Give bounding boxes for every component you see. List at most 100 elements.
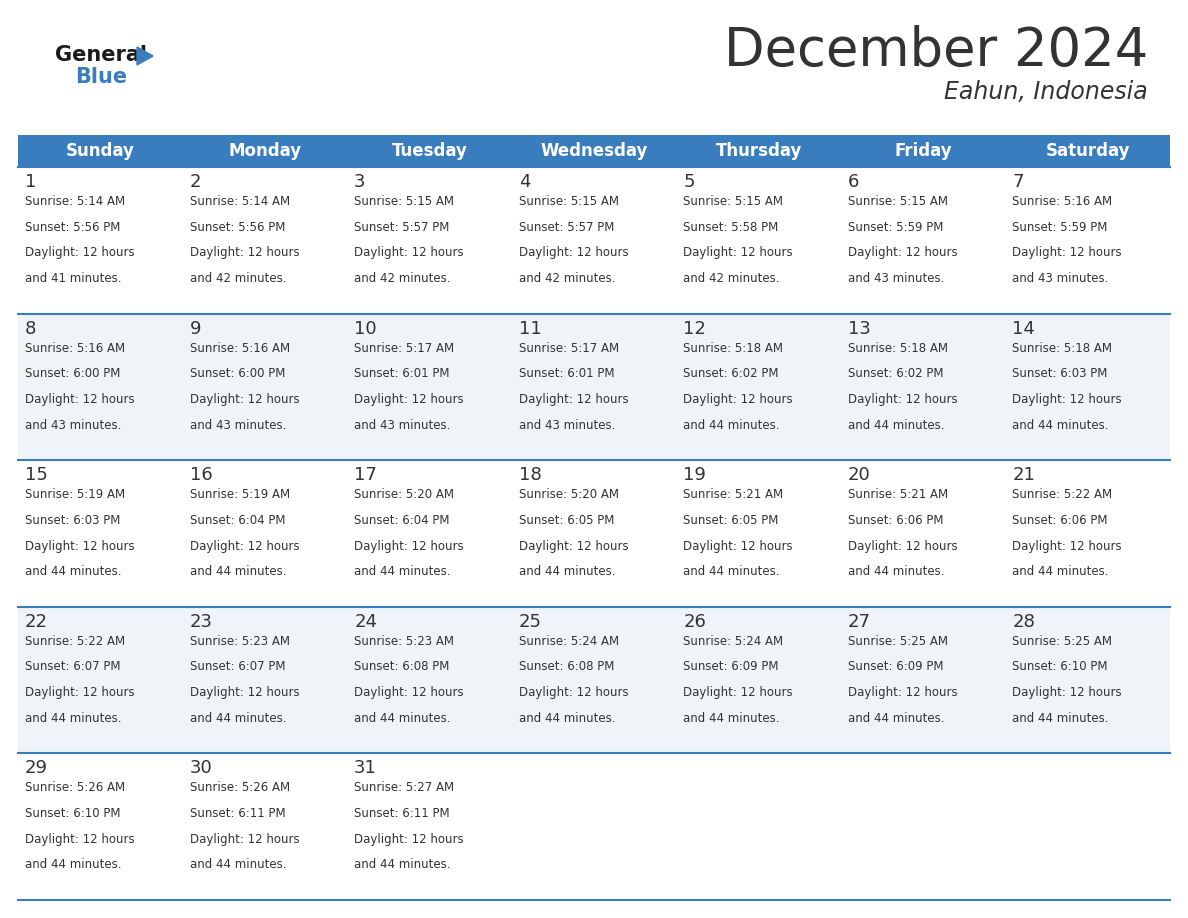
Text: Daylight: 12 hours: Daylight: 12 hours	[25, 246, 134, 259]
Text: and 42 minutes.: and 42 minutes.	[683, 272, 779, 285]
Text: Sunset: 5:56 PM: Sunset: 5:56 PM	[25, 220, 120, 234]
Text: Sunrise: 5:19 AM: Sunrise: 5:19 AM	[25, 488, 125, 501]
Text: Daylight: 12 hours: Daylight: 12 hours	[354, 833, 463, 845]
Text: Sunset: 6:09 PM: Sunset: 6:09 PM	[683, 660, 779, 674]
Polygon shape	[137, 47, 153, 65]
Text: and 44 minutes.: and 44 minutes.	[848, 419, 944, 431]
Text: 27: 27	[848, 613, 871, 631]
Text: Sunrise: 5:23 AM: Sunrise: 5:23 AM	[190, 635, 290, 648]
Text: Daylight: 12 hours: Daylight: 12 hours	[190, 393, 299, 406]
Text: Sunrise: 5:22 AM: Sunrise: 5:22 AM	[1012, 488, 1112, 501]
Text: Sunset: 6:00 PM: Sunset: 6:00 PM	[25, 367, 120, 380]
Text: Sunrise: 5:15 AM: Sunrise: 5:15 AM	[519, 195, 619, 208]
Text: Sunset: 5:57 PM: Sunset: 5:57 PM	[354, 220, 449, 234]
Text: 11: 11	[519, 319, 542, 338]
Text: Sunrise: 5:24 AM: Sunrise: 5:24 AM	[519, 635, 619, 648]
Text: 23: 23	[190, 613, 213, 631]
Text: 8: 8	[25, 319, 37, 338]
Text: Sunrise: 5:18 AM: Sunrise: 5:18 AM	[1012, 341, 1112, 354]
Text: Sunset: 6:04 PM: Sunset: 6:04 PM	[354, 514, 449, 527]
Text: Sunset: 6:05 PM: Sunset: 6:05 PM	[683, 514, 778, 527]
Text: 14: 14	[1012, 319, 1035, 338]
Text: Sunrise: 5:17 AM: Sunrise: 5:17 AM	[519, 341, 619, 354]
Text: and 42 minutes.: and 42 minutes.	[190, 272, 286, 285]
Text: Daylight: 12 hours: Daylight: 12 hours	[848, 393, 958, 406]
Text: Sunrise: 5:15 AM: Sunrise: 5:15 AM	[683, 195, 783, 208]
Text: Sunrise: 5:20 AM: Sunrise: 5:20 AM	[519, 488, 619, 501]
Text: 25: 25	[519, 613, 542, 631]
Text: and 44 minutes.: and 44 minutes.	[519, 565, 615, 578]
Bar	[18, 135, 183, 167]
Text: 18: 18	[519, 466, 542, 484]
Text: Sunset: 6:02 PM: Sunset: 6:02 PM	[683, 367, 779, 380]
Text: Sunrise: 5:19 AM: Sunrise: 5:19 AM	[190, 488, 290, 501]
Text: Sunset: 6:06 PM: Sunset: 6:06 PM	[848, 514, 943, 527]
Bar	[1005, 135, 1170, 167]
Text: Sunrise: 5:24 AM: Sunrise: 5:24 AM	[683, 635, 783, 648]
Text: Sunset: 6:11 PM: Sunset: 6:11 PM	[354, 807, 450, 820]
Text: Daylight: 12 hours: Daylight: 12 hours	[848, 686, 958, 700]
Text: 19: 19	[683, 466, 706, 484]
Text: Sunrise: 5:15 AM: Sunrise: 5:15 AM	[848, 195, 948, 208]
Bar	[18, 607, 1170, 754]
Text: 26: 26	[683, 613, 706, 631]
Text: Daylight: 12 hours: Daylight: 12 hours	[1012, 686, 1121, 700]
Text: Sunrise: 5:16 AM: Sunrise: 5:16 AM	[190, 341, 290, 354]
Text: Daylight: 12 hours: Daylight: 12 hours	[25, 686, 134, 700]
Text: and 44 minutes.: and 44 minutes.	[25, 711, 121, 725]
Text: Sunset: 5:58 PM: Sunset: 5:58 PM	[683, 220, 778, 234]
Text: and 44 minutes.: and 44 minutes.	[519, 711, 615, 725]
Text: 12: 12	[683, 319, 706, 338]
Text: Eahun, Indonesia: Eahun, Indonesia	[944, 80, 1148, 104]
Text: Daylight: 12 hours: Daylight: 12 hours	[354, 246, 463, 259]
Text: and 44 minutes.: and 44 minutes.	[190, 858, 286, 871]
Bar	[18, 167, 1170, 314]
Text: Sunrise: 5:25 AM: Sunrise: 5:25 AM	[1012, 635, 1112, 648]
Text: Blue: Blue	[75, 67, 127, 87]
Text: Daylight: 12 hours: Daylight: 12 hours	[190, 540, 299, 553]
Text: Sunrise: 5:14 AM: Sunrise: 5:14 AM	[190, 195, 290, 208]
Text: 21: 21	[1012, 466, 1035, 484]
Text: Sunrise: 5:21 AM: Sunrise: 5:21 AM	[683, 488, 783, 501]
Text: Daylight: 12 hours: Daylight: 12 hours	[683, 540, 792, 553]
Text: Monday: Monday	[228, 142, 302, 160]
Bar	[347, 135, 512, 167]
Text: 3: 3	[354, 173, 366, 191]
Text: Sunrise: 5:18 AM: Sunrise: 5:18 AM	[848, 341, 948, 354]
Text: Sunset: 6:10 PM: Sunset: 6:10 PM	[1012, 660, 1108, 674]
Text: 5: 5	[683, 173, 695, 191]
Text: and 43 minutes.: and 43 minutes.	[190, 419, 286, 431]
Text: 22: 22	[25, 613, 48, 631]
Text: 10: 10	[354, 319, 377, 338]
Text: Daylight: 12 hours: Daylight: 12 hours	[354, 540, 463, 553]
Text: Sunset: 6:08 PM: Sunset: 6:08 PM	[519, 660, 614, 674]
Text: and 43 minutes.: and 43 minutes.	[848, 272, 944, 285]
Text: General: General	[55, 45, 147, 65]
Text: Wednesday: Wednesday	[541, 142, 647, 160]
Text: and 44 minutes.: and 44 minutes.	[190, 711, 286, 725]
Text: 30: 30	[190, 759, 213, 778]
Text: and 43 minutes.: and 43 minutes.	[1012, 272, 1108, 285]
Text: and 44 minutes.: and 44 minutes.	[190, 565, 286, 578]
Text: Sunrise: 5:15 AM: Sunrise: 5:15 AM	[354, 195, 454, 208]
Text: Daylight: 12 hours: Daylight: 12 hours	[190, 686, 299, 700]
Text: and 43 minutes.: and 43 minutes.	[354, 419, 450, 431]
Text: and 44 minutes.: and 44 minutes.	[354, 711, 450, 725]
Text: Sunrise: 5:26 AM: Sunrise: 5:26 AM	[25, 781, 125, 794]
Text: Sunset: 6:11 PM: Sunset: 6:11 PM	[190, 807, 285, 820]
Text: Daylight: 12 hours: Daylight: 12 hours	[25, 540, 134, 553]
Text: Daylight: 12 hours: Daylight: 12 hours	[519, 393, 628, 406]
Text: Daylight: 12 hours: Daylight: 12 hours	[519, 246, 628, 259]
Text: 29: 29	[25, 759, 48, 778]
Text: Daylight: 12 hours: Daylight: 12 hours	[190, 833, 299, 845]
Text: Daylight: 12 hours: Daylight: 12 hours	[1012, 540, 1121, 553]
Text: Sunset: 6:06 PM: Sunset: 6:06 PM	[1012, 514, 1108, 527]
Text: and 44 minutes.: and 44 minutes.	[848, 565, 944, 578]
Text: Sunset: 6:10 PM: Sunset: 6:10 PM	[25, 807, 120, 820]
Text: 13: 13	[848, 319, 871, 338]
Text: and 42 minutes.: and 42 minutes.	[519, 272, 615, 285]
Text: and 44 minutes.: and 44 minutes.	[25, 858, 121, 871]
Text: 1: 1	[25, 173, 37, 191]
Text: 4: 4	[519, 173, 530, 191]
Text: Sunset: 6:09 PM: Sunset: 6:09 PM	[848, 660, 943, 674]
